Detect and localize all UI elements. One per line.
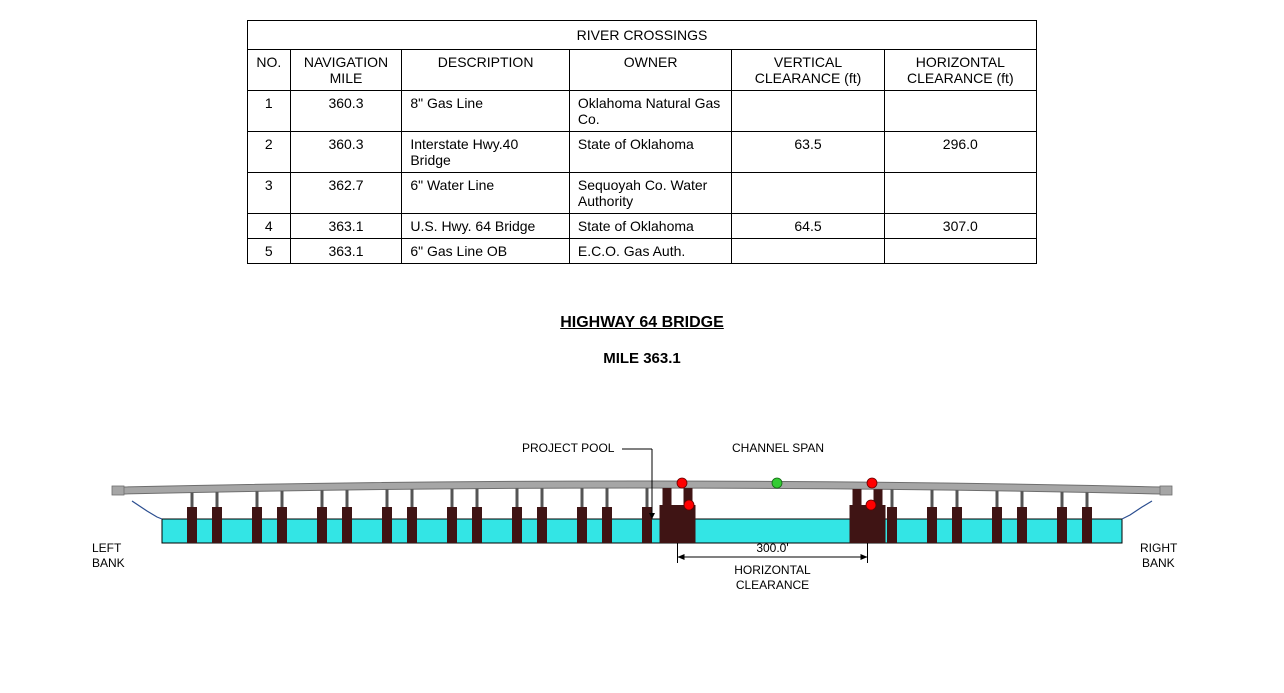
nav-light-green	[772, 478, 782, 488]
bridge-svg: PROJECT POOLCHANNEL SPANLEFTBANKRIGHTBAN…	[92, 427, 1192, 627]
table-cell: Oklahoma Natural Gas Co.	[569, 91, 731, 132]
pier-base	[952, 507, 962, 543]
project-pool-label: PROJECT POOL	[522, 441, 615, 455]
pier-base	[1017, 507, 1027, 543]
table-cell: 307.0	[884, 214, 1036, 239]
table-header-row: NO. NAVIGATION MILE DESCRIPTION OWNER VE…	[248, 50, 1037, 91]
table-cell	[732, 239, 884, 264]
river-crossings-table-wrap: RIVER CROSSINGS NO. NAVIGATION MILE DESC…	[247, 20, 1037, 264]
pier-base	[317, 507, 327, 543]
deck-end-left	[112, 486, 124, 495]
pier-base	[577, 507, 587, 543]
nav-light-red	[684, 500, 694, 510]
pier-base	[187, 507, 197, 543]
table-cell: 8" Gas Line	[402, 91, 570, 132]
nav-light-red	[866, 500, 876, 510]
table-cell: State of Oklahoma	[569, 132, 731, 173]
table-cell	[884, 239, 1036, 264]
channel-pier-base	[660, 505, 696, 543]
col-no: NO.	[248, 50, 291, 91]
bridge-deck	[122, 481, 1162, 494]
col-owner: OWNER	[569, 50, 731, 91]
table-body: 1360.38" Gas LineOklahoma Natural Gas Co…	[248, 91, 1037, 264]
col-hclear: HORIZONTAL CLEARANCE (ft)	[884, 50, 1036, 91]
pier-base	[927, 507, 937, 543]
bridge-mile: MILE 363.1	[20, 350, 1264, 367]
hclear-arrow-left	[678, 554, 685, 560]
right-bank-label-1: RIGHT	[1140, 541, 1178, 555]
bridge-titles: HIGHWAY 64 BRIDGE MILE 363.1	[20, 314, 1264, 367]
table-cell: 2	[248, 132, 291, 173]
left-bank-label-2: BANK	[92, 556, 125, 570]
table-cell	[732, 173, 884, 214]
channel-span-label: CHANNEL SPAN	[732, 441, 824, 455]
table-title: RIVER CROSSINGS	[248, 21, 1037, 50]
channel-pier-base	[850, 505, 886, 543]
pier-base	[472, 507, 482, 543]
table-row: 2360.3Interstate Hwy.40 BridgeState of O…	[248, 132, 1037, 173]
col-navmile: NAVIGATION MILE	[290, 50, 402, 91]
right-bank-line	[1122, 501, 1152, 519]
pier-base	[512, 507, 522, 543]
table-cell: E.C.O. Gas Auth.	[569, 239, 731, 264]
pier-base	[382, 507, 392, 543]
pier-base	[642, 507, 652, 543]
pier-base	[342, 507, 352, 543]
table-row: 1360.38" Gas LineOklahoma Natural Gas Co…	[248, 91, 1037, 132]
nav-light-red	[867, 478, 877, 488]
left-bank-label-1: LEFT	[92, 541, 122, 555]
table-cell: Sequoyah Co. Water Authority	[569, 173, 731, 214]
col-vclear: VERTICAL CLEARANCE (ft)	[732, 50, 884, 91]
table-cell: U.S. Hwy. 64 Bridge	[402, 214, 570, 239]
table-cell: 4	[248, 214, 291, 239]
col-desc: DESCRIPTION	[402, 50, 570, 91]
pier-base	[252, 507, 262, 543]
table-cell: 363.1	[290, 214, 402, 239]
pier-base	[992, 507, 1002, 543]
pier-base	[602, 507, 612, 543]
hclear-label-2: CLEARANCE	[736, 578, 809, 592]
nav-light-red	[677, 478, 687, 488]
table-cell: 360.3	[290, 91, 402, 132]
table-row: 4363.1U.S. Hwy. 64 BridgeState of Oklaho…	[248, 214, 1037, 239]
table-cell: 63.5	[732, 132, 884, 173]
deck-end-right	[1160, 486, 1172, 495]
right-bank-label-2: BANK	[1142, 556, 1175, 570]
table-cell: 362.7	[290, 173, 402, 214]
pier-base	[537, 507, 547, 543]
hclear-arrow-right	[861, 554, 868, 560]
bridge-name: HIGHWAY 64 BRIDGE	[20, 314, 1264, 332]
pier-base	[212, 507, 222, 543]
table-cell: 296.0	[884, 132, 1036, 173]
bridge-diagram: PROJECT POOLCHANNEL SPANLEFTBANKRIGHTBAN…	[92, 427, 1192, 632]
pier-base	[1082, 507, 1092, 543]
table-cell: State of Oklahoma	[569, 214, 731, 239]
table-row: 3362.76" Water LineSequoyah Co. Water Au…	[248, 173, 1037, 214]
table-cell	[732, 91, 884, 132]
table-cell: Interstate Hwy.40 Bridge	[402, 132, 570, 173]
pier-base	[447, 507, 457, 543]
pier-base	[407, 507, 417, 543]
hclear-value: 300.0'	[756, 541, 788, 555]
table-row: 5363.16" Gas Line OBE.C.O. Gas Auth.	[248, 239, 1037, 264]
table-cell: 360.3	[290, 132, 402, 173]
table-cell: 3	[248, 173, 291, 214]
table-cell: 6" Water Line	[402, 173, 570, 214]
pier-base	[277, 507, 287, 543]
table-cell	[884, 91, 1036, 132]
hclear-label-1: HORIZONTAL	[734, 563, 811, 577]
table-cell: 5	[248, 239, 291, 264]
table-cell: 64.5	[732, 214, 884, 239]
river-crossings-table: RIVER CROSSINGS NO. NAVIGATION MILE DESC…	[247, 20, 1037, 264]
table-cell: 363.1	[290, 239, 402, 264]
pier-base	[887, 507, 897, 543]
left-bank-line	[132, 501, 162, 519]
table-cell: 1	[248, 91, 291, 132]
table-cell: 6" Gas Line OB	[402, 239, 570, 264]
pier-base	[1057, 507, 1067, 543]
table-cell	[884, 173, 1036, 214]
